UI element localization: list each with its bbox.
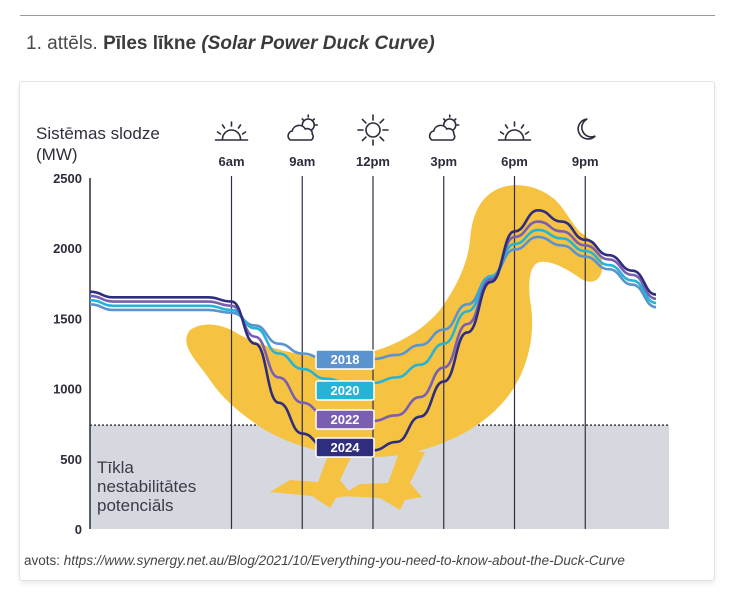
time-label: 3pm (430, 154, 457, 169)
cloud-sun-icon (428, 114, 460, 141)
figure-subtitle: (Solar Power Duck Curve) (201, 33, 435, 54)
badge-2020 (315, 380, 375, 401)
series-line-2024 (89, 208, 657, 452)
badge-2024 (315, 437, 375, 458)
series-badges: 2018 2020 2022 2024 (315, 349, 375, 458)
cloud-sun-icon (287, 114, 319, 141)
badge-label-2020: 2020 (331, 383, 360, 398)
badge-label-2022: 2022 (331, 412, 360, 427)
source-url[interactable]: https://www.synergy.net.au/Blog/2021/10/… (63, 553, 625, 568)
source-line: avots: https://www.synergy.net.au/Blog/2… (24, 553, 629, 568)
badge-2018 (315, 349, 375, 370)
series-line-2020 (89, 228, 657, 385)
top-divider (20, 15, 715, 16)
time-label: 9am (289, 154, 315, 169)
y-axis-ticks: 0 500 1000 1500 2000 2500 (53, 171, 82, 537)
series-lines (89, 208, 657, 452)
moon-icon (577, 118, 596, 140)
series-line-2018 (89, 235, 657, 362)
time-label: 6am (218, 154, 244, 169)
figure-caption: 1. attēls. Pīles līkne (Solar Power Duck… (26, 33, 435, 55)
instability-zone-label: Tīkla nestabilitātes potenciāls (97, 458, 197, 515)
figure-number: 1. attēls. (26, 33, 98, 54)
time-label: 6pm (501, 154, 528, 169)
badge-label-2018: 2018 (331, 352, 360, 367)
sun-icon (357, 114, 389, 146)
source-prefix: avots: (24, 553, 61, 568)
sunrise-icon (214, 121, 249, 141)
y-tick-label: 1500 (53, 311, 82, 326)
figure-title: Pīles līkne (103, 33, 197, 54)
y-tick-label: 2500 (53, 171, 82, 186)
badge-label-2024: 2024 (331, 440, 361, 455)
badge-2022 (315, 409, 375, 430)
y-tick-label: 500 (60, 452, 82, 467)
sunset-icon (497, 121, 532, 141)
y-tick-label: 2000 (53, 241, 82, 256)
y-axis-label: Sistēmas slodze (MW) (36, 124, 160, 164)
time-icons: 6am 9am 12pm 3pm 6pm 9pm (214, 114, 599, 169)
time-label: 9pm (572, 154, 599, 169)
y-tick-label: 0 (75, 522, 82, 537)
series-line-2022 (89, 220, 657, 423)
y-tick-label: 1000 (53, 382, 82, 397)
time-label: 12pm (356, 154, 390, 169)
